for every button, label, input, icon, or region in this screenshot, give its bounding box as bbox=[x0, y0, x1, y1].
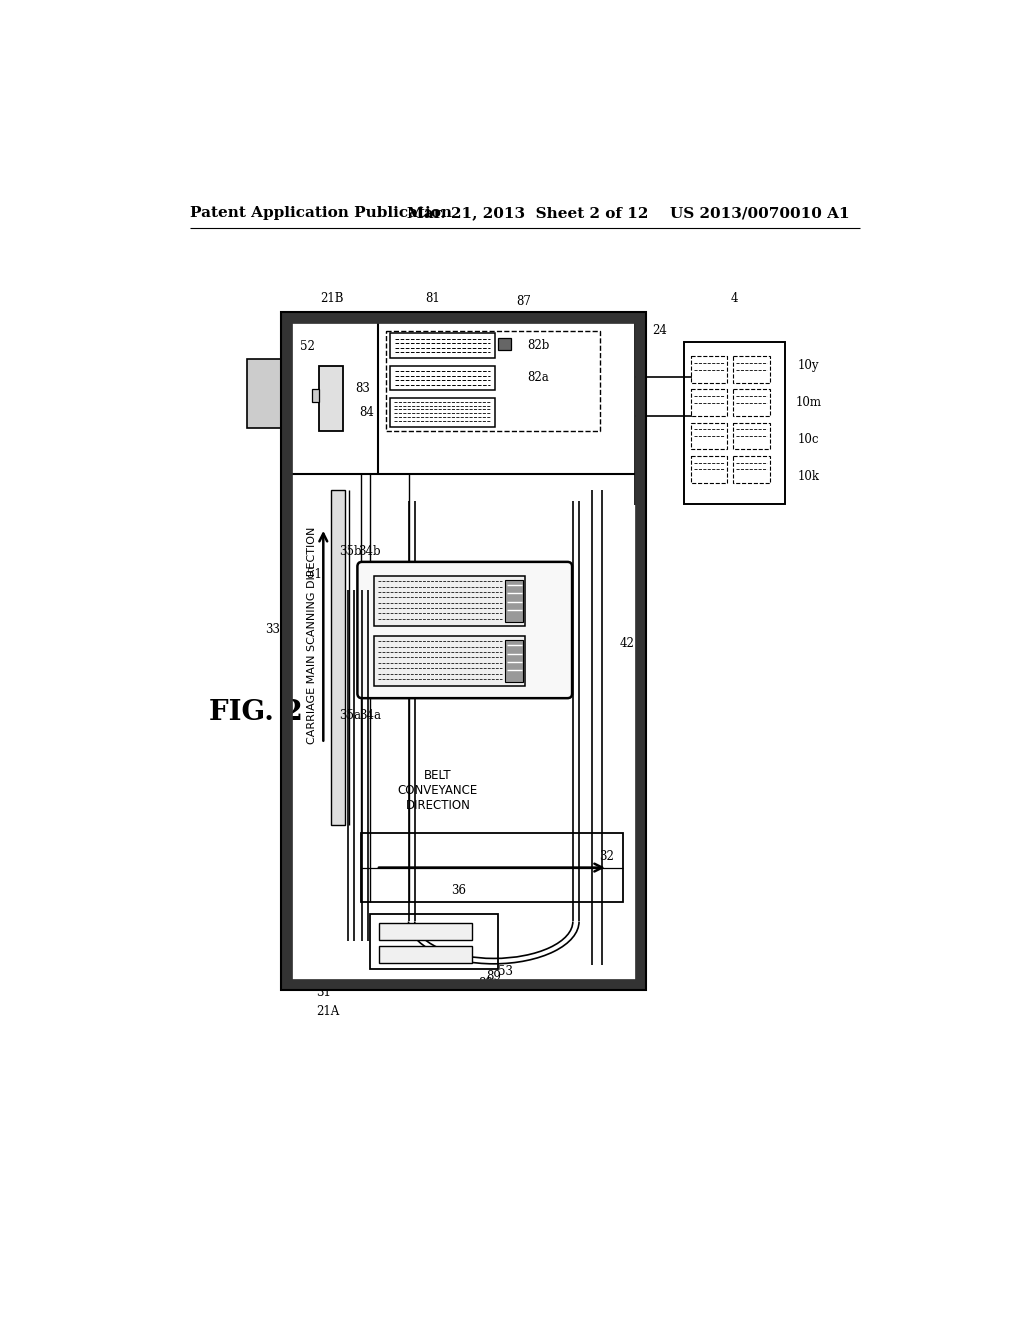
Bar bbox=[390, 333, 495, 358]
Text: 35a: 35a bbox=[339, 709, 361, 722]
Bar bbox=[390, 397, 495, 428]
Bar bbox=[733, 389, 770, 416]
Text: CARRIAGE MAIN SCANNING DIRECTION: CARRIAGE MAIN SCANNING DIRECTION bbox=[307, 527, 317, 744]
Bar bbox=[386, 331, 600, 432]
Text: 35b: 35b bbox=[339, 545, 361, 557]
Text: 89: 89 bbox=[486, 970, 501, 983]
Text: 36: 36 bbox=[452, 884, 466, 898]
Text: 34a: 34a bbox=[358, 709, 381, 722]
Bar bbox=[374, 576, 524, 626]
Bar bbox=[733, 455, 770, 483]
Bar bbox=[390, 366, 495, 391]
Text: Patent Application Publication: Patent Application Publication bbox=[190, 206, 452, 220]
FancyBboxPatch shape bbox=[357, 562, 572, 698]
Text: FIG. 2: FIG. 2 bbox=[209, 700, 303, 726]
Bar bbox=[319, 366, 343, 430]
Text: 53: 53 bbox=[498, 965, 513, 978]
Bar bbox=[331, 490, 345, 825]
Bar bbox=[733, 356, 770, 383]
Text: 4: 4 bbox=[731, 292, 738, 305]
Bar bbox=[360, 833, 624, 903]
Text: 21A: 21A bbox=[316, 1005, 340, 1018]
Text: 34b: 34b bbox=[358, 545, 381, 557]
Bar bbox=[374, 636, 524, 686]
Bar bbox=[690, 389, 727, 416]
Bar bbox=[505, 640, 523, 682]
Text: 52: 52 bbox=[300, 339, 315, 352]
Text: 10k: 10k bbox=[798, 470, 819, 483]
Text: 81: 81 bbox=[425, 292, 440, 305]
Bar bbox=[311, 388, 319, 403]
Text: 31: 31 bbox=[315, 986, 331, 999]
Bar bbox=[282, 313, 646, 323]
Text: 82a: 82a bbox=[527, 371, 549, 384]
Text: 33: 33 bbox=[265, 623, 281, 636]
Bar bbox=[690, 356, 727, 383]
Text: 10m: 10m bbox=[796, 396, 821, 409]
Text: 10y: 10y bbox=[798, 359, 819, 372]
Bar bbox=[684, 342, 785, 504]
Text: Mar. 21, 2013  Sheet 2 of 12: Mar. 21, 2013 Sheet 2 of 12 bbox=[407, 206, 648, 220]
Bar bbox=[733, 422, 770, 449]
Bar bbox=[690, 455, 727, 483]
Text: 87: 87 bbox=[516, 296, 531, 308]
Bar bbox=[505, 579, 523, 622]
Bar bbox=[247, 359, 282, 428]
Text: 88: 88 bbox=[478, 977, 494, 990]
Text: 42: 42 bbox=[620, 638, 635, 649]
Bar bbox=[499, 338, 511, 350]
Bar bbox=[379, 946, 472, 964]
Text: BELT
CONVEYANCE
DIRECTION: BELT CONVEYANCE DIRECTION bbox=[398, 770, 478, 812]
Bar bbox=[690, 422, 727, 449]
Bar bbox=[370, 913, 498, 969]
Text: 83: 83 bbox=[355, 381, 371, 395]
Bar bbox=[282, 313, 646, 990]
Text: 32: 32 bbox=[599, 850, 614, 862]
Bar bbox=[635, 313, 646, 990]
Text: 21B: 21B bbox=[321, 292, 344, 305]
Text: 84: 84 bbox=[359, 407, 374, 418]
Text: 82b: 82b bbox=[526, 339, 549, 352]
Text: 24: 24 bbox=[652, 325, 667, 338]
Bar bbox=[282, 313, 292, 990]
Text: 99: 99 bbox=[252, 407, 267, 418]
Text: 10c: 10c bbox=[798, 433, 819, 446]
Text: US 2013/0070010 A1: US 2013/0070010 A1 bbox=[671, 206, 850, 220]
Bar bbox=[282, 979, 646, 990]
Bar bbox=[379, 923, 472, 940]
Text: 51: 51 bbox=[306, 568, 322, 581]
